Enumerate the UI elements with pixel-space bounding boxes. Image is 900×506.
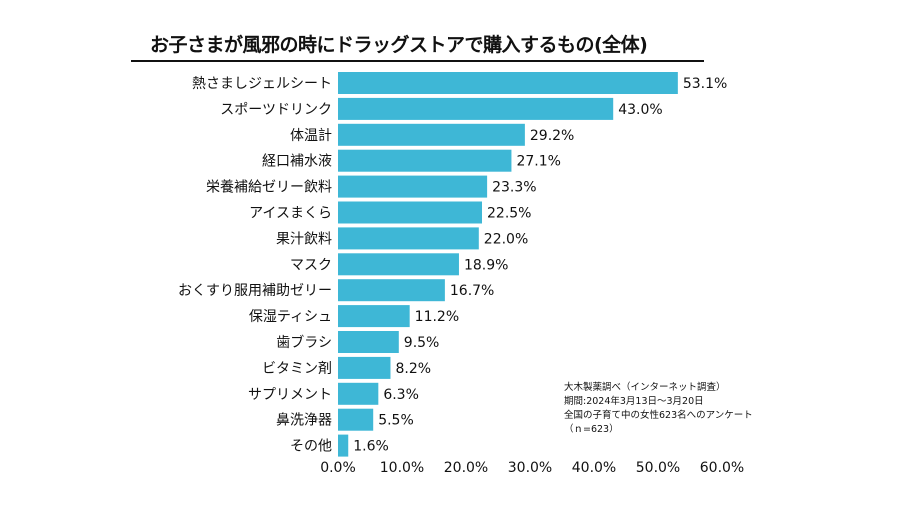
value-label: 27.1%	[516, 154, 560, 170]
bar	[338, 434, 349, 457]
x-tick-label: 50.0%	[636, 460, 680, 476]
x-tick-label: 40.0%	[572, 460, 616, 476]
bar	[338, 408, 374, 431]
category-label: アイスまくら	[249, 206, 332, 222]
x-tick-label: 30.0%	[508, 460, 552, 476]
bar	[338, 175, 488, 198]
category-label: おくすり服用補助ゼリー	[178, 283, 332, 299]
value-label: 6.3%	[383, 387, 419, 403]
survey-period: 期間:2024年3月13日〜3月20日	[564, 396, 704, 407]
bar	[338, 305, 410, 328]
value-label: 22.5%	[487, 206, 531, 222]
title-underline	[131, 60, 704, 62]
category-label: 経口補水液	[262, 154, 332, 170]
value-label: 16.7%	[450, 283, 494, 299]
category-label: 保湿ティシュ	[249, 309, 332, 325]
chart-title: お子さまが風邪の時にドラッグストアで購入するもの(全体)	[150, 34, 648, 56]
value-label: 1.6%	[353, 439, 389, 455]
x-tick-label: 20.0%	[444, 460, 488, 476]
value-label: 22.0%	[484, 231, 528, 247]
category-label: マスク	[290, 257, 332, 273]
bar	[338, 149, 512, 172]
bar	[338, 72, 678, 94]
category-label: 鼻洗浄器	[276, 412, 332, 429]
category-label: 果汁飲料	[276, 231, 332, 247]
x-tick-label: 0.0%	[320, 460, 356, 476]
survey-n: （ｎ=623）	[564, 424, 619, 435]
category-label: その他	[290, 439, 332, 455]
value-label: 53.1%	[683, 76, 727, 92]
value-label: 9.5%	[404, 335, 440, 351]
category-label: サプリメント	[248, 387, 332, 403]
bar	[338, 123, 525, 146]
bar	[338, 97, 614, 120]
value-label: 29.2%	[530, 128, 574, 144]
value-label: 11.2%	[415, 309, 459, 325]
category-label: 熱さましジェルシート	[192, 76, 332, 92]
bar	[338, 201, 482, 224]
bar	[338, 279, 445, 302]
value-label: 23.3%	[492, 180, 536, 196]
category-label: 体温計	[290, 128, 332, 144]
category-label: 栄養補給ゼリー飲料	[206, 179, 332, 196]
bar	[338, 356, 391, 379]
category-label: ビタミン剤	[262, 361, 332, 377]
survey-source: 大木製薬調べ（インターネット調査）	[564, 382, 726, 393]
bar	[338, 382, 379, 405]
value-label: 8.2%	[395, 361, 431, 377]
category-label: 歯ブラシ	[276, 334, 332, 351]
bar	[338, 331, 399, 353]
value-label: 43.0%	[618, 102, 662, 118]
x-tick-label: 60.0%	[700, 460, 744, 476]
survey-note: 大木製薬調べ（インターネット調査） 期間:2024年3月13日〜3月20日 全国…	[564, 381, 753, 437]
survey-sample: 全国の子育て中の女性623名へのアンケート	[564, 410, 753, 421]
value-label: 18.9%	[464, 257, 508, 273]
x-tick-label: 10.0%	[380, 460, 424, 476]
bar	[338, 227, 479, 250]
bar	[338, 253, 459, 276]
value-label: 5.5%	[378, 413, 414, 429]
category-label: スポーツドリンク	[220, 102, 332, 118]
